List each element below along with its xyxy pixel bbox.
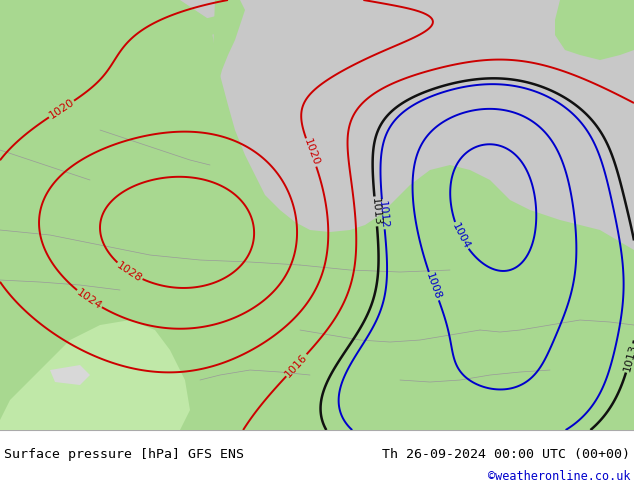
- Polygon shape: [140, 0, 634, 250]
- Text: 1004: 1004: [450, 221, 472, 251]
- Text: 1016: 1016: [283, 352, 309, 379]
- Polygon shape: [0, 320, 190, 430]
- Text: 1013: 1013: [370, 197, 382, 226]
- Text: 1012: 1012: [377, 200, 389, 229]
- Polygon shape: [210, 0, 245, 130]
- Polygon shape: [590, 0, 634, 20]
- Polygon shape: [50, 365, 90, 385]
- Text: ©weatheronline.co.uk: ©weatheronline.co.uk: [488, 470, 630, 483]
- Text: 1020: 1020: [302, 138, 321, 168]
- Text: Surface pressure [hPa] GFS ENS: Surface pressure [hPa] GFS ENS: [4, 448, 244, 461]
- Text: 1020: 1020: [47, 97, 76, 121]
- Polygon shape: [200, 15, 230, 35]
- Text: 1024: 1024: [75, 287, 103, 311]
- Text: 1008: 1008: [424, 271, 443, 301]
- Polygon shape: [555, 0, 634, 60]
- Text: 1028: 1028: [115, 260, 144, 284]
- Text: Th 26-09-2024 00:00 UTC (00+00): Th 26-09-2024 00:00 UTC (00+00): [382, 448, 630, 461]
- Text: 1013: 1013: [622, 343, 634, 373]
